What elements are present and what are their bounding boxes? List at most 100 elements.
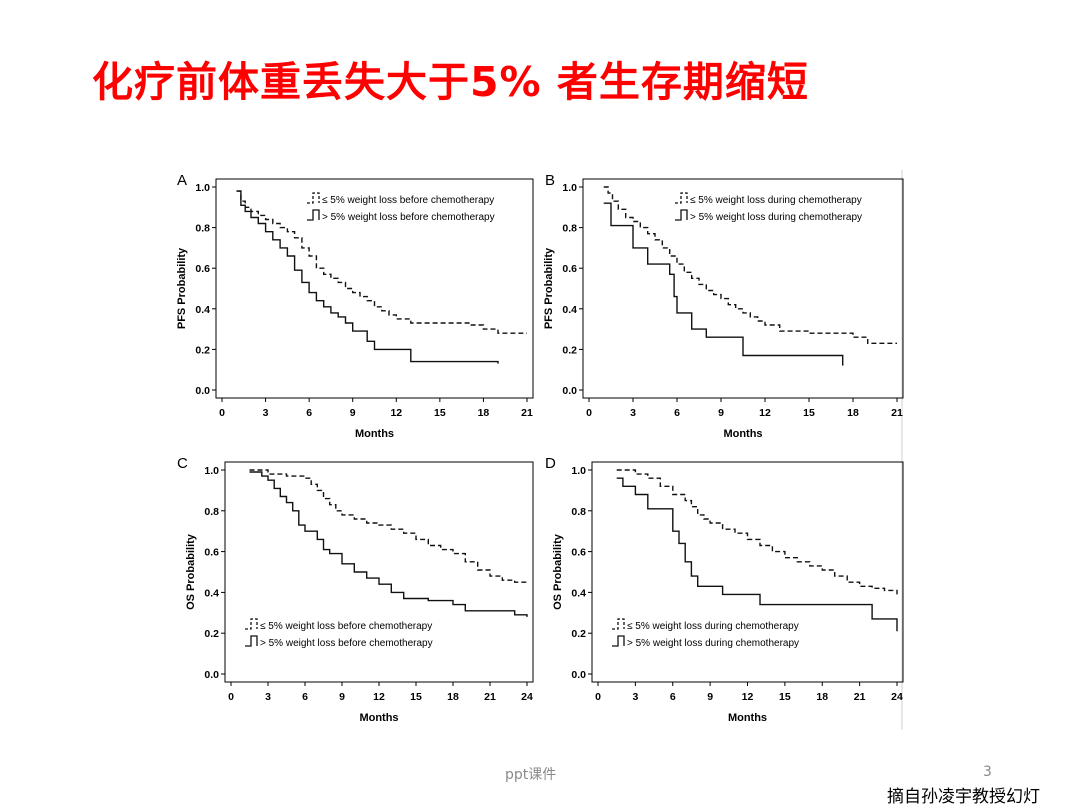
panel-c-xtick-label: 9 <box>339 691 345 703</box>
panel-a-legend-symbol <box>307 192 320 204</box>
panel-d-legend-label: > 5% weight loss during chemotherapy <box>627 638 799 649</box>
panel-b-xlabel: Months <box>723 428 762 440</box>
panel-d-series-le5-line <box>616 469 898 595</box>
panel-a-ytick-label: 1.0 <box>195 182 210 194</box>
panel-b-ytick-label: 0.4 <box>562 304 577 316</box>
panel-c-ytick-label: 0.8 <box>204 506 219 518</box>
panel-b-xtick-label: 21 <box>891 407 903 419</box>
panel-d-xtick-label: 21 <box>854 691 866 703</box>
panel-d-xtick-label: 9 <box>707 691 713 703</box>
panel-b-legend-symbol <box>675 209 688 221</box>
panel-b-ytick-label: 0.2 <box>562 344 577 356</box>
page-number: 3 <box>983 764 992 780</box>
panel-a-ylabel: PFS Probability <box>176 247 188 329</box>
panel-d-ytick-label: 0.4 <box>571 587 586 599</box>
panel-a-xtick-label: 3 <box>263 407 269 419</box>
footer-label: ppt课件 <box>505 767 557 783</box>
panel-a-xtick-label: 21 <box>521 407 533 419</box>
panel-c-xtick-label: 24 <box>521 691 533 703</box>
panel-b-xtick-label: 6 <box>674 407 680 419</box>
panel-c-ylabel: OS Probability <box>185 533 197 610</box>
panel-c-xtick-label: 15 <box>410 691 422 703</box>
panel-a-ytick-label: 0.6 <box>195 263 210 275</box>
panel-c-legend-symbol <box>245 618 258 630</box>
panel-c-ytick-label: 1.0 <box>204 465 219 477</box>
panel-d: D 0.0 0.2 0.4 0.6 0.8 1.0 0 3 6 9 12 15 18 21 24 Months O… <box>545 455 904 724</box>
panel-b-xtick-label: 9 <box>718 407 724 419</box>
panel-c-xtick-label: 0 <box>228 691 234 703</box>
panel-d-xtick-label: 24 <box>891 691 903 703</box>
panel-d-xtick-label: 3 <box>632 691 638 703</box>
panel-d-ytick-label: 0.2 <box>571 628 586 640</box>
panel-d-letter: D <box>545 455 556 472</box>
panel-a-ytick-label: 0.4 <box>195 304 210 316</box>
panel-d-xtick-label: 6 <box>670 691 676 703</box>
panel-a-series-le5-line <box>236 190 527 334</box>
panel-b-xtick-label: 3 <box>630 407 636 419</box>
panel-b-series-gt5-line <box>603 202 844 366</box>
panel-b-xtick-label: 0 <box>586 407 592 419</box>
panel-b-xtick-label: 15 <box>803 407 815 419</box>
panel-a-ytick-label: 0.0 <box>195 385 210 397</box>
panel-d-ytick-label: 0.8 <box>571 506 586 518</box>
panel-c-xtick-label: 21 <box>484 691 496 703</box>
panel-a-xtick-label: 0 <box>219 407 225 419</box>
panel-a-xtick-label: 12 <box>390 407 402 419</box>
panel-d-ytick-label: 1.0 <box>571 465 586 477</box>
panel-a-ytick-label: 0.2 <box>195 344 210 356</box>
panel-b-legend-label: ≤ 5% weight loss during chemotherapy <box>690 195 862 206</box>
panel-c-series-le5-line <box>249 469 528 585</box>
panel-d-legend-symbol <box>612 635 625 647</box>
panel-d-series-gt5-line <box>616 477 898 632</box>
panel-c-legend-label: ≤ 5% weight loss before chemotherapy <box>260 621 432 632</box>
panel-b-frame <box>582 178 904 399</box>
panel-d-xtick-label: 15 <box>779 691 791 703</box>
panel-a-legend-label: ≤ 5% weight loss before chemotherapy <box>322 195 494 206</box>
slide-title: 化疗前体重丢失大于5% 者生存期缩短 <box>92 58 809 106</box>
panel-a-xtick-label: 9 <box>350 407 356 419</box>
panel-a-xtick-label: 6 <box>306 407 312 419</box>
credit-note: 摘自孙凌宇教授幻灯 <box>887 787 1040 807</box>
panel-c-legend-symbol <box>245 635 258 647</box>
panel-c-ytick-label: 0.4 <box>204 587 219 599</box>
panel-b-xtick-label: 18 <box>847 407 859 419</box>
panel-c-letter: C <box>177 455 188 472</box>
panel-b-legend-symbol <box>675 192 688 204</box>
panel-a-xtick-label: 15 <box>434 407 446 419</box>
panel-d-xlabel: Months <box>728 712 767 724</box>
panel-c-ytick-label: 0.2 <box>204 628 219 640</box>
panel-b-ytick-label: 0.0 <box>562 385 577 397</box>
panel-c-xtick-label: 6 <box>302 691 308 703</box>
panel-c-xtick-label: 3 <box>265 691 271 703</box>
panel-b-ytick-label: 1.0 <box>562 182 577 194</box>
panel-a: A 0.0 0.2 0.4 0.6 0.8 1.0 0 3 6 9 12 15 18 21 Months PFS… <box>176 172 534 440</box>
panel-b-series-le5-line <box>603 186 897 344</box>
panel-b-ytick-label: 0.8 <box>562 223 577 235</box>
panel-a-legend-label: > 5% weight loss before chemotherapy <box>322 212 495 223</box>
panel-d-xtick-label: 12 <box>742 691 754 703</box>
panel-d-xtick-label: 18 <box>816 691 828 703</box>
panel-a-xlabel: Months <box>355 428 394 440</box>
panel-c: C 0.0 0.2 0.4 0.6 0.8 1.0 0 3 6 9 12 15 18 21 24 Months O… <box>177 455 534 724</box>
panel-c-ytick-label: 0.6 <box>204 547 219 559</box>
panel-c-legend-label: > 5% weight loss before chemotherapy <box>260 638 433 649</box>
panel-a-xtick-label: 18 <box>478 407 490 419</box>
panel-a-ytick-label: 0.8 <box>195 223 210 235</box>
panel-a-series-gt5-line <box>236 190 499 364</box>
panel-a-legend-symbol <box>307 209 320 221</box>
panel-c-ytick-label: 0.0 <box>204 669 219 681</box>
panel-c-xtick-label: 12 <box>373 691 385 703</box>
panel-d-ytick-label: 0.0 <box>571 669 586 681</box>
panel-b-ylabel: PFS Probability <box>543 247 555 329</box>
panel-d-legend-label: ≤ 5% weight loss during chemotherapy <box>627 621 799 632</box>
panel-b-letter: B <box>545 172 555 189</box>
panel-d-ytick-label: 0.6 <box>571 547 586 559</box>
panel-d-legend-symbol <box>612 618 625 630</box>
panel-c-xtick-label: 18 <box>447 691 459 703</box>
panel-c-xlabel: Months <box>359 712 398 724</box>
panel-b-xtick-label: 12 <box>759 407 771 419</box>
panel-a-frame <box>215 178 534 399</box>
panel-a-letter: A <box>177 172 187 189</box>
panel-d-ylabel: OS Probability <box>552 533 564 610</box>
panel-b-legend-label: > 5% weight loss during chemotherapy <box>690 212 862 223</box>
